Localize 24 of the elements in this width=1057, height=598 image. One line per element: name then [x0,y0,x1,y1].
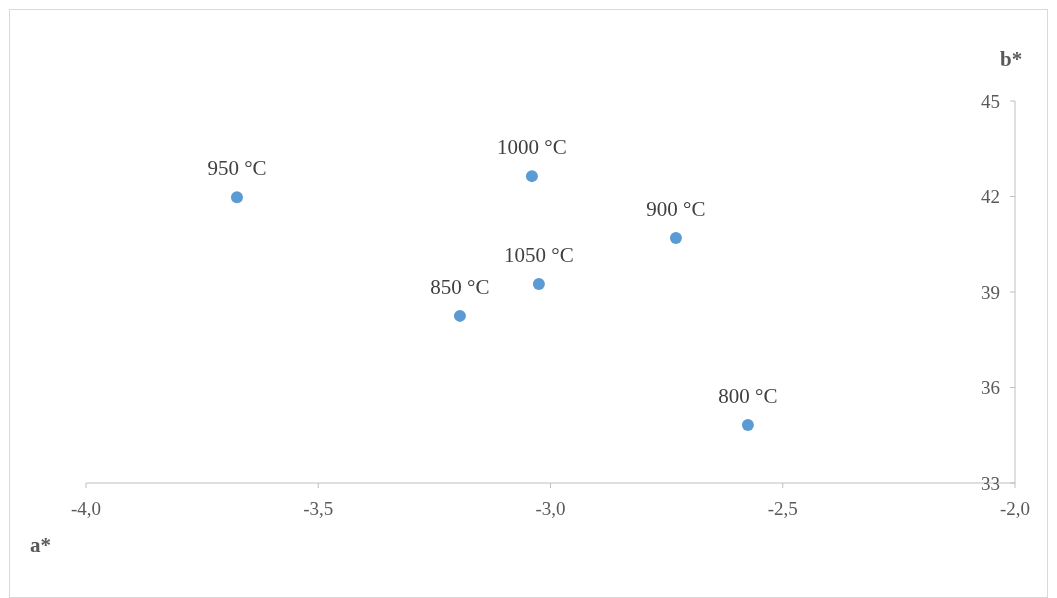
annotation: 850 °C [430,274,490,299]
x-tick-label: -3,5 [303,498,334,519]
x-tick-label: -2,0 [999,498,1031,519]
y-tick-label: 39 [981,281,1000,303]
x-tick-label: -2,5 [767,498,798,519]
annotation: 800 °C [718,384,778,409]
x-tick-label: -4,0 [70,498,102,519]
point [669,231,682,244]
annotation: 1000 °C [497,135,567,160]
y-tick-label: 33 [981,472,1000,494]
point [741,419,754,432]
annotation: 1050 °C [504,243,574,268]
y-tick-label: 42 [981,186,1000,208]
point [525,170,538,183]
y-axis-title: b* [1000,47,1023,71]
y-tick-label: 36 [981,377,1000,399]
point [230,191,243,204]
point [532,278,545,291]
point [453,309,466,322]
annotation: 950 °C [207,156,267,181]
y-tick-label: 45 [981,90,1000,112]
x-axis-title: a* [30,533,51,557]
x-tick-label: -3,0 [535,498,566,519]
annotation: 900 °C [646,196,706,221]
